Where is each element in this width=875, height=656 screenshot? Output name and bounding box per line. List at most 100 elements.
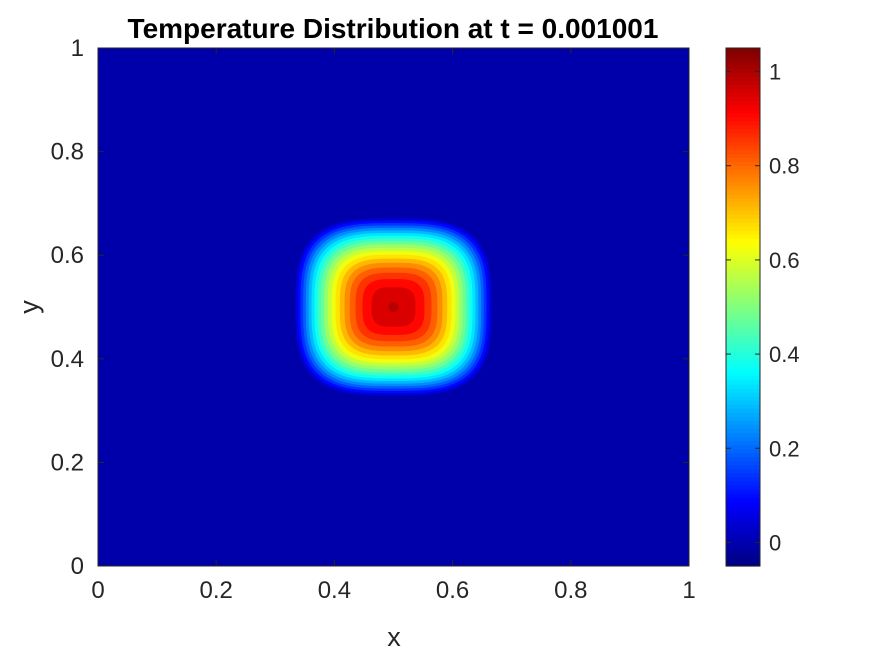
colorbar-band <box>726 408 760 413</box>
colorbar-band <box>726 84 760 90</box>
x-axis: 0 0.2 0.4 0.6 0.8 1 <box>91 48 696 604</box>
colorbar-band <box>726 173 760 179</box>
colorbar-band <box>726 64 760 69</box>
colorbar-band <box>726 48 760 53</box>
colorbar-band <box>726 379 760 385</box>
peak-spot <box>388 302 399 312</box>
colorbar-band <box>726 197 760 203</box>
colorbar-band <box>726 137 760 142</box>
x-axis-label: x <box>387 622 401 652</box>
colorbar-band <box>726 286 760 292</box>
colorbar-band <box>726 452 760 458</box>
colorbar-band <box>726 246 760 251</box>
colorbar-band <box>726 60 760 65</box>
colorbar-band <box>726 80 760 86</box>
colorbar-band <box>726 181 760 187</box>
colorbar-band <box>726 177 760 183</box>
colorbar-band <box>726 96 760 102</box>
colorbar-band <box>726 149 760 154</box>
colorbar-band <box>726 112 760 118</box>
colorbar-band <box>726 371 760 377</box>
colorbar-band <box>726 339 760 345</box>
colorbar-band <box>726 161 760 166</box>
colorbar-band <box>726 497 760 502</box>
colorbar-band <box>726 367 760 373</box>
colorbar-band <box>726 104 760 110</box>
colorbar-band <box>726 258 760 264</box>
colorbar-ticks: 0 0.2 0.4 0.6 0.8 1 <box>726 60 800 555</box>
colorbar-band <box>726 464 760 470</box>
colorbar-band <box>726 165 760 171</box>
y-tick-label: 0.4 <box>51 346 84 373</box>
colorbar-band <box>726 238 760 243</box>
colorbar-band <box>726 489 760 494</box>
colorbar-band <box>726 351 760 357</box>
colorbar-band <box>726 460 760 466</box>
colorbar-band <box>726 432 760 438</box>
x-tick-label: 0.6 <box>436 577 469 604</box>
colorbar-band <box>726 116 760 122</box>
colorbar-band <box>726 282 760 288</box>
colorbar-band <box>726 250 760 255</box>
colorbar-band <box>726 436 760 442</box>
colorbar-band <box>726 509 760 514</box>
colorbar-band <box>726 209 760 215</box>
colorbar-band <box>726 533 760 539</box>
colorbar-band <box>726 327 760 332</box>
colorbar-band <box>726 468 760 474</box>
colorbar-band <box>726 440 760 446</box>
colorbar-band <box>726 108 760 114</box>
colorbar-band <box>726 493 760 498</box>
colorbar-band <box>726 323 760 328</box>
colorbar-band <box>726 76 760 81</box>
colorbar-band <box>726 391 760 397</box>
colorbar-band <box>726 302 760 308</box>
colorbar-band <box>726 92 760 98</box>
x-tick-label: 1 <box>682 577 695 604</box>
chart-title: Temperature Distribution at t = 0.001001 <box>128 13 659 44</box>
colorbar-band <box>726 100 760 106</box>
colorbar-band <box>726 298 760 304</box>
colorbar-band <box>726 254 760 260</box>
colorbar-band <box>726 52 760 57</box>
colorbar-band <box>726 517 760 523</box>
colorbar-band <box>726 217 760 223</box>
colorbar-band <box>726 549 760 555</box>
colorbar-band <box>726 169 760 175</box>
colorbar: 0 0.2 0.4 0.6 0.8 1 <box>725 47 800 567</box>
colorbar-band <box>726 315 760 320</box>
colorbar-band <box>726 189 760 195</box>
x-tick-label: 0.8 <box>554 577 587 604</box>
colorbar-band <box>726 331 760 336</box>
colorbar-gradient <box>726 48 760 567</box>
colorbar-band <box>726 157 760 162</box>
colorbar-band <box>726 274 760 280</box>
colorbar-band <box>726 387 760 393</box>
colorbar-band <box>726 424 760 430</box>
colorbar-band <box>726 557 760 563</box>
colorbar-band <box>726 141 760 146</box>
colorbar-band <box>726 124 760 130</box>
colorbar-band <box>726 72 760 77</box>
colorbar-band <box>726 213 760 219</box>
colorbar-band <box>726 416 760 421</box>
colorbar-band <box>726 230 760 235</box>
y-tick-label: 1 <box>71 35 84 62</box>
colorbar-band <box>726 505 760 510</box>
colorbar-tick-label: 0.2 <box>769 436 800 461</box>
plot-border <box>97 47 690 567</box>
colorbar-band <box>726 476 760 482</box>
colorbar-band <box>726 363 760 369</box>
colorbar-band <box>726 561 760 567</box>
colorbar-band <box>726 205 760 211</box>
colorbar-band <box>726 396 760 401</box>
colorbar-border <box>725 47 761 567</box>
colorbar-band <box>726 278 760 284</box>
colorbar-band <box>726 501 760 506</box>
colorbar-band <box>726 132 760 138</box>
colorbar-band <box>726 428 760 434</box>
colorbar-band <box>726 444 760 450</box>
colorbar-band <box>726 537 760 543</box>
colorbar-band <box>726 521 760 527</box>
